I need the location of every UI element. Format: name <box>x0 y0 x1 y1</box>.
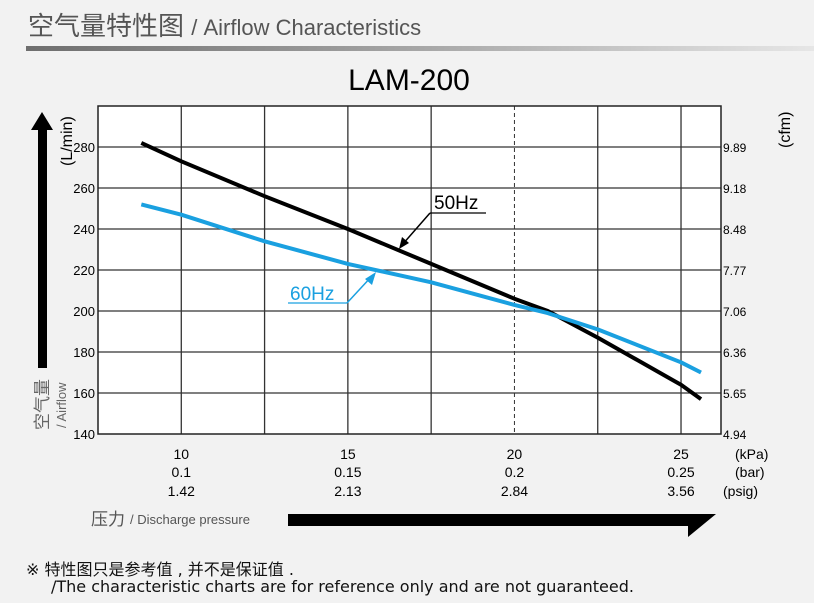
y-tick-label-left: 260 <box>73 181 95 196</box>
y-tick-label-right: 8.48 <box>723 223 747 237</box>
x-tick-label-kpa: 20 <box>507 446 523 462</box>
y-tick-label-left: 220 <box>73 263 95 278</box>
y-tick-label-right: 9.89 <box>723 141 747 155</box>
series-line-50hz <box>140 141 703 401</box>
y-tick-label-left: 180 <box>73 345 95 360</box>
arrow-50hz-icon <box>399 237 409 249</box>
x-axis-arrow-icon <box>288 514 716 537</box>
x-tick-label-bar: 0.2 <box>505 464 525 480</box>
x-unit-psig: (psig) <box>723 483 758 499</box>
label-50hz-text: 50Hz <box>434 193 478 214</box>
y-tick-label-left: 240 <box>73 222 95 237</box>
label-60hz-text: 60Hz <box>290 284 334 305</box>
y-axis-arrow-icon <box>31 112 53 368</box>
x-unit-kpa: (kPa) <box>735 446 768 462</box>
x-tick-label-bar: 0.25 <box>667 464 694 480</box>
footnote-en: /The characteristic charts are for refer… <box>51 577 634 596</box>
x-unit-bar: (bar) <box>735 464 765 480</box>
chart-title: LAM-200 <box>348 64 470 97</box>
x-tick-label-psig: 2.84 <box>501 483 528 499</box>
y-tick-label-right: 4.94 <box>723 428 747 442</box>
footnote-cn: ※ 特性图只是参考值 , 并不是保证值 . <box>26 560 294 579</box>
y-tick-label-right: 9.18 <box>723 182 747 196</box>
series-line-60hz <box>140 202 702 375</box>
x-axis-label-cn: 压力 <box>91 510 125 529</box>
label-50hz: 50Hz <box>399 193 486 249</box>
header-divider <box>26 46 814 51</box>
y-tick-label-right: 7.06 <box>723 305 747 319</box>
x-tick-label-psig: 3.56 <box>667 483 694 499</box>
x-axis-label-en: / Discharge pressure <box>130 512 250 527</box>
x-tick-label-kpa: 10 <box>173 446 189 462</box>
y-unit-right: (cfm) <box>777 112 794 148</box>
y-tick-label-left: 160 <box>73 386 95 401</box>
y-tick-label-right: 7.77 <box>723 264 747 278</box>
y-tick-label-left: 200 <box>73 304 95 319</box>
header-title-cn: 空气量特性图 <box>28 11 185 41</box>
page-header: 空气量特性图 / Airflow Characteristics <box>28 6 421 43</box>
y-tick-label-left: 280 <box>73 140 95 155</box>
y-unit-left: (L/min) <box>59 116 76 166</box>
y-axis-label-en: / Airflow <box>54 382 69 428</box>
x-tick-label-psig: 2.13 <box>334 483 361 499</box>
y-tick-label-left: 140 <box>73 427 95 442</box>
plot-frame <box>97 105 722 435</box>
header-title-en: / Airflow Characteristics <box>191 15 422 40</box>
y-axis-label-cn: 空气量 <box>33 379 52 430</box>
x-tick-label-psig: 1.42 <box>168 483 195 499</box>
x-tick-label-kpa: 15 <box>340 446 356 462</box>
x-tick-label-bar: 0.1 <box>172 464 192 480</box>
y-tick-label-right: 6.36 <box>723 346 747 360</box>
x-tick-label-bar: 0.15 <box>334 464 361 480</box>
x-tick-label-kpa: 25 <box>673 446 689 462</box>
arrow-60hz-icon <box>365 272 376 285</box>
y-tick-label-right: 5.65 <box>723 387 747 401</box>
label-60hz: 60Hz <box>288 272 376 305</box>
